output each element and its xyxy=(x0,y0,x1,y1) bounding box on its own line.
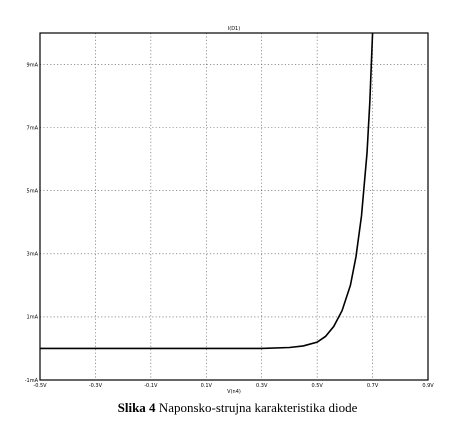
y-tick-label: 3mA xyxy=(27,252,39,258)
y-tick-label: 7mA xyxy=(27,125,39,131)
plot-frame xyxy=(39,32,429,381)
iv-characteristic-chart: -0.5V -0.3V -0.1V 0.1V 0.3V 0.5V 0.7V 0.9V -1mA 1… xyxy=(25,26,435,395)
x-tick-label: 0.3V xyxy=(256,383,268,389)
figure-caption-text: Naponsko-strujna karakteristika diode xyxy=(155,400,358,415)
chart-title: I(D1) xyxy=(228,26,240,32)
figure-caption-label: Slika 4 xyxy=(117,400,156,415)
x-tick-label: 0.5V xyxy=(311,383,323,389)
diode-current-curve xyxy=(40,32,374,350)
x-axis-label: V(n4) xyxy=(227,389,241,395)
figure-caption: Slika 4 Naponsko-strujna karakteristika … xyxy=(0,400,475,416)
y-tick-label: 9mA xyxy=(27,62,39,68)
x-tick-label: 0.7V xyxy=(367,383,379,389)
x-tick-label: -0.5V xyxy=(33,383,47,389)
x-tick-label: -0.1V xyxy=(144,383,158,389)
tick-labels: -0.5V -0.3V -0.1V 0.1V 0.3V 0.5V 0.7V 0.9V -1mA 1… xyxy=(25,62,435,389)
grid-lines xyxy=(40,33,428,380)
x-tick-label: 0.1V xyxy=(201,383,213,389)
y-tick-label: 1mA xyxy=(27,315,39,321)
y-tick-label: -1mA xyxy=(25,378,39,384)
x-tick-label: -0.3V xyxy=(89,383,103,389)
y-tick-label: 5mA xyxy=(27,189,39,195)
x-tick-label: 0.9V xyxy=(422,383,434,389)
